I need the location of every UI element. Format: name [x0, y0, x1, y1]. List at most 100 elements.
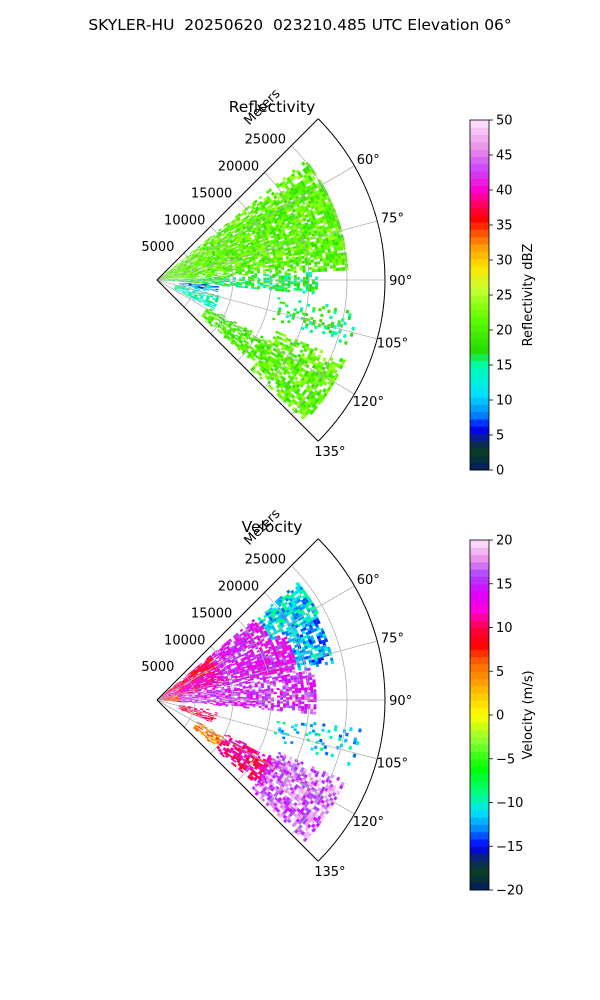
range-gate: [213, 668, 217, 671]
range-gate: [338, 258, 342, 263]
range-gate: [242, 209, 246, 213]
range-gate: [246, 239, 250, 243]
range-gate: [191, 668, 195, 672]
range-gate: [281, 275, 285, 278]
range-gate: [240, 242, 244, 245]
range-gate: [207, 267, 211, 270]
range-gate: [294, 590, 299, 595]
range-gate: [188, 674, 192, 678]
range-gate: [203, 265, 207, 268]
range-gate: [296, 598, 302, 603]
range-gate: [169, 689, 173, 692]
range-gate: [209, 265, 214, 268]
range-gate: [215, 287, 219, 289]
range-gate: [263, 272, 267, 275]
range-gate: [279, 595, 284, 600]
range-gate: [251, 283, 255, 286]
range-gate: [194, 293, 198, 296]
range-gate: [258, 349, 262, 354]
range-gate: [224, 250, 228, 253]
range-gate: [249, 219, 253, 223]
range-gate: [190, 275, 194, 277]
range-gate: [258, 634, 263, 639]
range-gate: [177, 286, 181, 289]
range-gate: [235, 232, 240, 236]
range-gate: [272, 199, 277, 203]
range-gate: [236, 633, 240, 638]
range-gate: [209, 309, 213, 312]
range-gate: [321, 249, 326, 254]
range-gate: [286, 258, 290, 262]
range-gate: [210, 303, 214, 306]
range-gate: [219, 652, 223, 656]
range-gate: [293, 281, 297, 285]
range-gate: [171, 687, 175, 690]
range-gate: [205, 661, 209, 665]
range-gate: [178, 680, 181, 684]
colorbar-tick-label: 50: [496, 114, 513, 129]
range-gate: [232, 272, 236, 274]
colorbar-band: [470, 134, 489, 143]
range-gate: [264, 229, 269, 233]
range-gate: [180, 274, 184, 276]
range-gate: [313, 256, 317, 260]
range-gate: [184, 293, 188, 296]
range-gate: [205, 262, 209, 264]
azimuth-gridline-120: [156, 279, 355, 395]
range-gate: [276, 206, 281, 211]
range-gate: [214, 250, 218, 253]
range-gate: [187, 265, 191, 268]
range-gate: [228, 649, 232, 653]
range-gate: [211, 244, 215, 248]
range-gate: [232, 339, 236, 343]
range-gate: [217, 269, 221, 272]
range-gate: [231, 653, 235, 657]
range-gate: [210, 256, 214, 259]
range-gate: [245, 282, 249, 285]
range-gate: [207, 268, 211, 271]
range-gate: [203, 316, 207, 320]
range-gate: [205, 272, 209, 274]
range-gate: [265, 364, 270, 368]
range-gate: [224, 251, 229, 255]
range-gate: [235, 239, 240, 243]
range-gate: [274, 339, 278, 343]
range-gate: [260, 621, 265, 626]
range-gate: [327, 380, 332, 385]
range-gate: [192, 298, 196, 301]
range-gate: [226, 241, 231, 244]
range-gate: [220, 273, 224, 275]
range-gate: [248, 336, 253, 341]
range-gate: [220, 653, 224, 657]
range-gate: [209, 263, 213, 266]
range-gate: [208, 660, 212, 664]
range-gate: [205, 275, 209, 277]
range-gate: [240, 228, 245, 232]
range-gate: [241, 346, 246, 351]
range-gate: [198, 300, 202, 303]
range-gate: [242, 345, 247, 349]
range-gate: [242, 350, 247, 354]
range-gate: [206, 303, 211, 306]
range-gate: [263, 281, 267, 284]
range-gate: [197, 665, 201, 669]
range-gate: [163, 692, 167, 695]
range-gate: [323, 196, 328, 201]
range-gate: [217, 260, 222, 263]
range-gate: [178, 277, 182, 279]
range-gate: [204, 267, 208, 270]
range-gate: [229, 650, 233, 654]
range-gate: [229, 273, 233, 276]
range-gate: [215, 235, 220, 238]
azimuth-tick-label: 105°: [377, 337, 408, 352]
range-gate: [329, 242, 334, 247]
range-gate: [302, 209, 307, 214]
range-gate: [206, 289, 210, 291]
range-gate: [210, 257, 214, 260]
range-gate: [206, 242, 210, 245]
range-gate: [235, 285, 239, 288]
range-gate: [268, 355, 272, 360]
range-gate: [280, 396, 286, 402]
range-gate: [298, 590, 303, 595]
range-gate: [220, 278, 224, 280]
